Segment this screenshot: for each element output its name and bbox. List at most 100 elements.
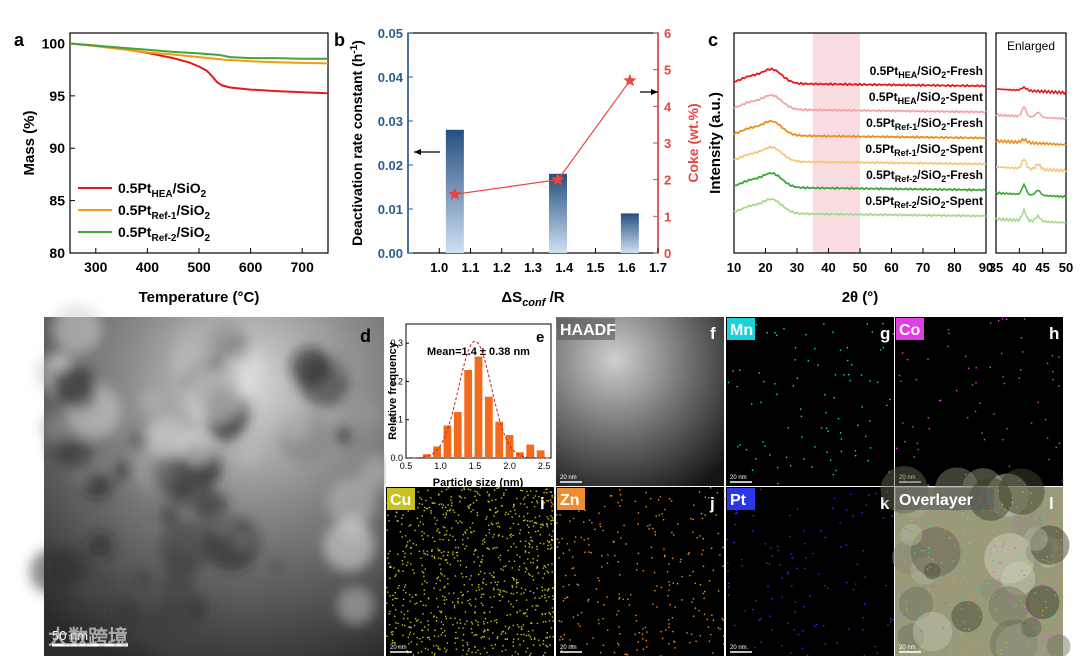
map-dot-i [410,626,412,629]
overlay-dot [1020,600,1022,602]
map-dot-k [848,628,850,630]
map-dot-i [451,527,453,529]
map-dot-i [393,641,395,644]
map-dot-i [492,547,494,550]
map-dot-i [446,642,448,644]
map-dot-k [875,492,877,495]
map-dot-j [574,574,576,576]
map-dot-i [519,540,522,543]
overlay-dot [1053,589,1055,591]
map-dot-i [551,571,553,573]
coke-line [454,80,631,195]
map-dot-i [499,600,501,602]
map-dot-j [712,569,715,572]
map-dot-i [549,548,551,550]
map-dot-i [462,576,464,578]
map-dot-h [993,413,995,415]
y-tick-label-b: 0.03 [378,114,403,129]
map-dot-i [458,627,460,629]
map-dot-j [556,514,558,516]
map-dot-i [410,524,412,526]
map-dot-i [492,576,494,578]
map-dot-i [523,515,525,518]
map-dot-g [803,458,805,460]
map-dot-g [840,432,842,434]
map-dot-i [517,638,520,640]
map-dot-g [777,466,779,469]
map-dot-j [718,590,720,592]
map-dot-h [967,416,969,419]
map-dot-h [1023,318,1026,320]
map-dot-i [530,638,532,640]
map-dot-i [428,506,431,509]
map-dot-i [553,519,555,521]
map-dot-i [446,562,449,564]
haadf-blob [357,401,380,425]
map-dot-i [402,570,404,572]
arrow-left-head [414,149,421,155]
map-dot-i [442,513,444,516]
legend-a: 0.5PtHEA/SiO20.5PtRef-1/SiO20.5PtRef-2/S… [78,180,211,244]
map-dot-i [443,575,446,577]
overlay-dot [981,570,983,572]
map-dot-j [563,633,566,636]
overlay-dot [1014,606,1016,608]
map-dot-g [839,349,842,351]
map-dot-i [536,622,539,625]
haadf-blob [145,416,187,457]
map-dot-g [755,324,758,326]
map-dot-k [727,570,729,572]
map-dot-i [404,552,406,555]
map-dot-i [462,634,465,636]
overlay-dot [928,552,930,554]
overlay-dot [993,571,995,573]
map-dot-k [764,543,767,545]
map-dot-i [514,509,516,511]
map-dot-i [404,535,407,537]
overlay-blob [1046,634,1071,656]
map-dot-i [394,642,396,644]
map-dot-i [407,610,409,612]
overlay-dot [1052,562,1054,564]
map-dot-j [601,566,603,568]
map-dot-i [537,530,539,532]
overlay-dot [1020,630,1022,632]
map-dot-h [916,442,919,445]
map-dot-i [547,572,550,574]
map-dot-i [513,504,515,507]
map-dot-i [540,523,542,526]
map-dot-i [419,496,421,499]
map-dot-i [534,495,537,497]
map-dot-i [468,648,470,650]
map-dot-j [560,649,563,652]
overlay-dot [934,545,936,547]
overlay-dot [897,515,899,517]
overlay-dot [1045,607,1047,609]
map-dot-k [820,530,822,532]
map-dot-i [553,495,556,497]
map-dot-j [617,610,620,612]
map-dot-h [979,402,981,404]
map-dot-i [455,631,457,634]
overlay-dot [931,579,933,581]
overlay-dot [926,568,929,570]
map-dot-h [1062,479,1064,481]
map-dot-i [516,554,518,556]
map-dot-g [739,444,741,446]
map-dot-i [481,587,483,590]
map-dot-i [510,592,512,595]
map-dot-g [847,359,849,362]
map-dot-j [702,538,704,540]
map-dot-j [677,523,679,525]
map-dot-k [833,497,836,500]
overlay-dot [1039,518,1041,520]
map-dot-h [927,358,929,360]
map-dot-i [402,598,405,600]
map-dot-i [493,588,495,591]
map-dot-i [548,596,550,598]
map-dot-k [771,555,774,557]
map-dot-j [656,585,658,587]
map-dot-i [444,526,446,529]
overlay-dot [978,547,980,550]
map-dot-i [532,497,535,499]
